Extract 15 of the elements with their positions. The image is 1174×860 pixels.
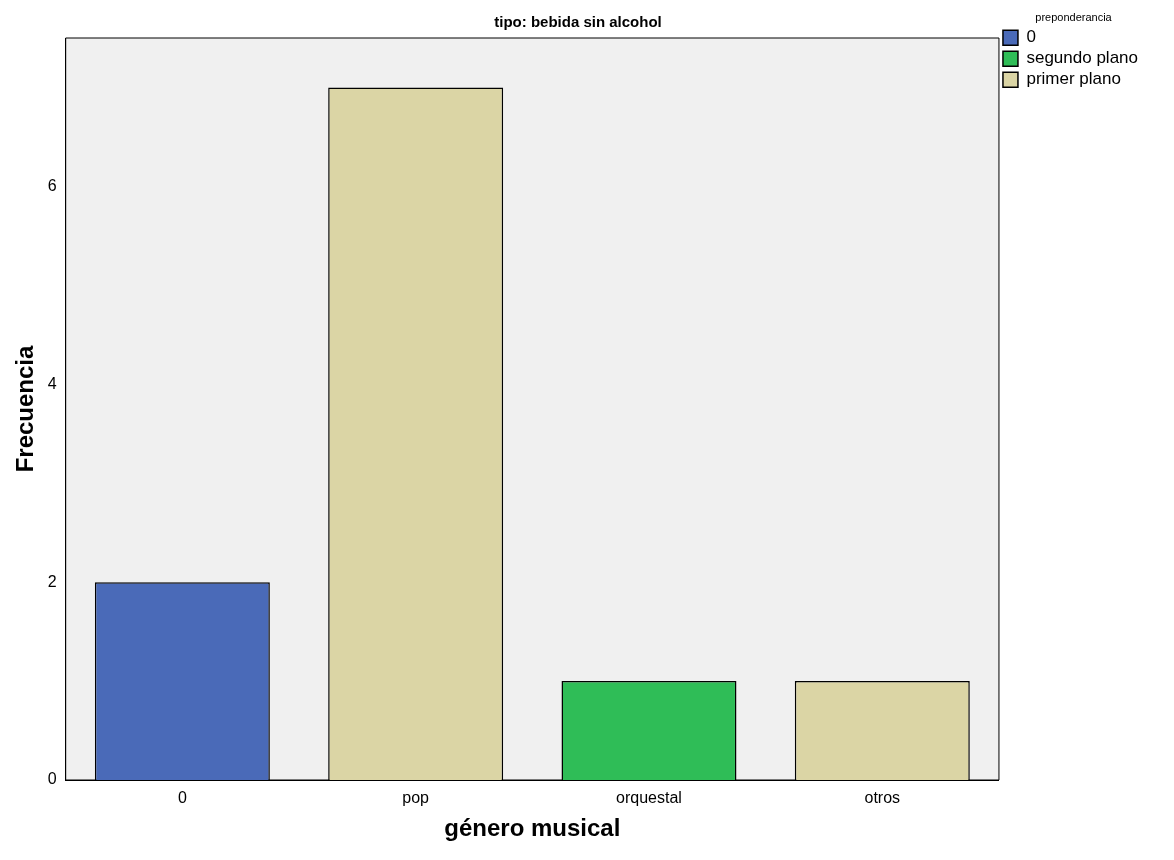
legend-title: preponderancia: [1035, 10, 1113, 23]
y-tick-label: 0: [47, 770, 57, 788]
y-tick-label: 6: [47, 176, 57, 194]
x-tick-label: orquestal: [616, 789, 682, 807]
y-axis-title: Frecuencia: [11, 344, 39, 473]
chart-title: tipo: bebida sin alcohol: [494, 13, 662, 31]
legend-label: primer plano: [1026, 69, 1121, 89]
x-axis-title: género musical: [444, 814, 621, 842]
x-tick-label: otros: [864, 789, 901, 807]
x-tick-label: 0: [177, 789, 187, 807]
y-tick-label: 4: [47, 374, 57, 392]
x-tick-label: pop: [402, 789, 430, 807]
y-tick-label: 2: [47, 572, 57, 590]
legend-label: segundo plano: [1026, 48, 1138, 68]
legend-label: 0: [1026, 27, 1036, 47]
